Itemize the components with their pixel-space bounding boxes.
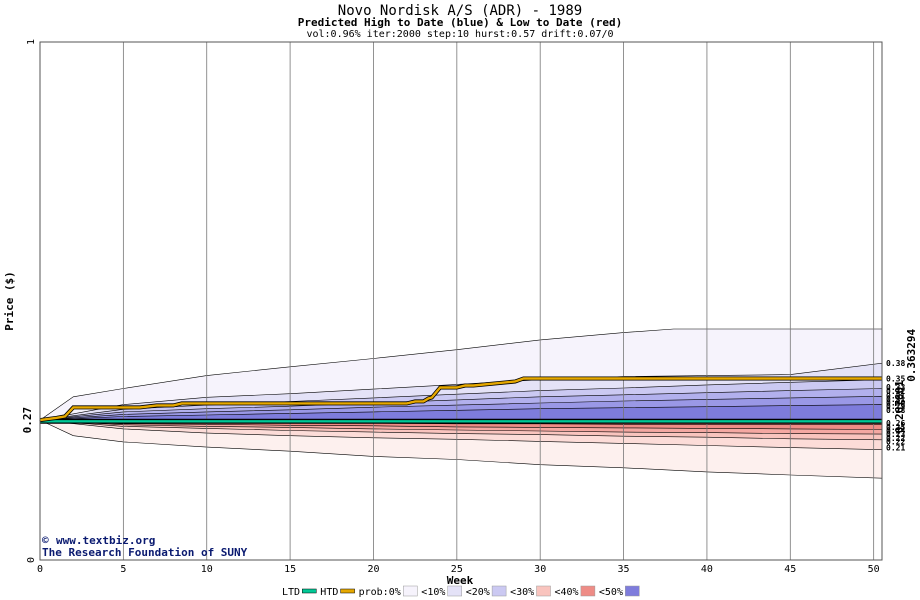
x-tick-label: 45: [784, 564, 796, 575]
legend-label: <30%: [510, 587, 534, 598]
legend-swatch-box: [403, 585, 418, 597]
x-tick-label: 25: [451, 564, 463, 575]
legend-label: prob:0%: [359, 587, 401, 598]
chart-params: vol:0.96% iter:2000 step:10 hurst:0.57 d…: [306, 29, 613, 40]
current-price-label: 0.27: [21, 407, 34, 434]
band-value-label: 0.28: [886, 406, 905, 415]
legend-label: <40%: [555, 587, 579, 598]
band-value-label: 0.31: [886, 395, 905, 404]
x-tick-label: 40: [701, 564, 713, 575]
band-value-label: 0.32: [886, 387, 905, 396]
legend-swatch-box: [625, 585, 640, 597]
legend-swatch-line: [302, 588, 317, 594]
x-tick-label: 15: [284, 564, 296, 575]
chart-subtitle: Predicted High to Date (blue) & Low to D…: [298, 16, 623, 29]
grid-lines: [122, 42, 875, 560]
legend-label: <10%: [421, 587, 445, 598]
band-value-label: 0.25: [886, 423, 905, 432]
series-line-htd: [39, 377, 882, 422]
ltd-final-value: 0.267801: [893, 380, 906, 433]
y-tick-label: 1: [26, 39, 37, 45]
legend-label: LTD: [282, 587, 300, 598]
y-tick-label: 0: [26, 557, 37, 563]
x-tick-label: 35: [618, 564, 630, 575]
legend: LTD HTD prob:0% <10% <20% <30% <40% <50%: [282, 585, 640, 598]
legend-label: <50%: [599, 587, 623, 598]
band-value-label: 0.22: [886, 437, 905, 446]
x-tick-labels: 0 5 10 15 20 25 30 35 40 45 50: [37, 564, 880, 575]
band-value-label: 0.38: [886, 359, 905, 368]
band-value-label: 0.22: [886, 434, 905, 443]
plot-frame: [39, 41, 883, 561]
legend-swatch-box: [447, 585, 462, 597]
x-tick-label: 10: [201, 564, 213, 575]
x-tick-label: 20: [367, 564, 379, 575]
htd-final-value: 0.363294: [905, 328, 918, 381]
x-tick-label: 50: [868, 564, 880, 575]
x-axis-label: Week: [447, 574, 474, 587]
band-value-label: 0.35: [886, 375, 905, 384]
legend-label: <20%: [466, 587, 490, 598]
y-tick-labels: 01: [26, 39, 37, 563]
legend-swatch-box: [491, 585, 507, 597]
series-lines: [39, 376, 882, 424]
band-value-label: 0.23: [886, 430, 905, 439]
legend-swatch-box: [536, 585, 551, 597]
credit-site: www.textbiz.org: [56, 534, 155, 547]
x-tick-label: 30: [534, 564, 546, 575]
credits: © www.textbiz.org The Research Foundatio…: [42, 534, 248, 559]
band-value-label: 0.24: [886, 427, 905, 436]
x-tick-label: 5: [120, 564, 126, 575]
copyright-icon: ©: [42, 534, 49, 547]
legend-swatch-box: [580, 585, 596, 597]
band-value-label: 0.33: [886, 383, 905, 392]
legend-label: HTD: [320, 587, 338, 598]
chart-title: Novo Nordisk A/S (ADR) - 1989: [338, 3, 582, 19]
band-value-labels: 0.380.350.330.320.310.310.300.290.280.26…: [886, 359, 905, 452]
band-value-label: 0.30: [886, 399, 905, 408]
x-tick-label: 0: [37, 564, 43, 575]
band-value-label: 0.21: [886, 444, 905, 453]
credit-org: The Research Foundation of SUNY: [42, 546, 248, 559]
y-axis-label: Price ($): [3, 271, 16, 331]
band-value-label: 0.31: [886, 391, 905, 400]
legend-swatch-line: [340, 588, 355, 594]
band-value-label: 0.29: [886, 402, 905, 411]
band-value-label: 0.26: [886, 419, 905, 428]
plot-area: [40, 42, 882, 560]
